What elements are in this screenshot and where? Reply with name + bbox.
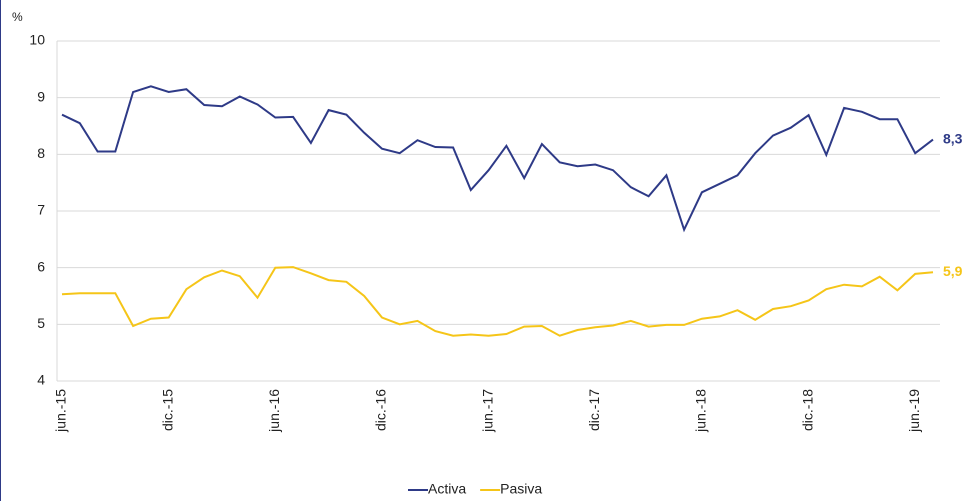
y-tick-label: 7 (37, 202, 45, 218)
x-tick-label: jun.-15 (53, 389, 69, 433)
y-tick-label: 10 (29, 32, 45, 48)
legend-label: Activa (428, 481, 466, 497)
x-tick-label: dic.-15 (159, 389, 175, 431)
x-tick-label: dic.-17 (586, 389, 602, 431)
end-label: 8,3 (943, 130, 963, 146)
series-line (61, 85, 934, 233)
y-tick-label: 4 (37, 372, 45, 388)
x-tick-label: jun.-19 (906, 389, 922, 433)
y-tick-label: 5 (37, 315, 45, 331)
x-tick-label: jun.-16 (266, 389, 282, 433)
x-tick-label: dic.-18 (799, 389, 815, 431)
legend-label: Pasiva (500, 481, 542, 497)
y-tick-label: 6 (37, 258, 45, 274)
y-axis-label: % (12, 10, 23, 24)
x-tick-label: jun.-18 (693, 389, 709, 433)
y-tick-label: 8 (37, 145, 45, 161)
x-tick-label: dic.-16 (373, 389, 389, 431)
end-label: 5,9 (943, 263, 963, 279)
x-tick-label: jun.-17 (479, 389, 495, 433)
y-tick-label: 9 (37, 88, 45, 104)
series-line (61, 266, 934, 337)
